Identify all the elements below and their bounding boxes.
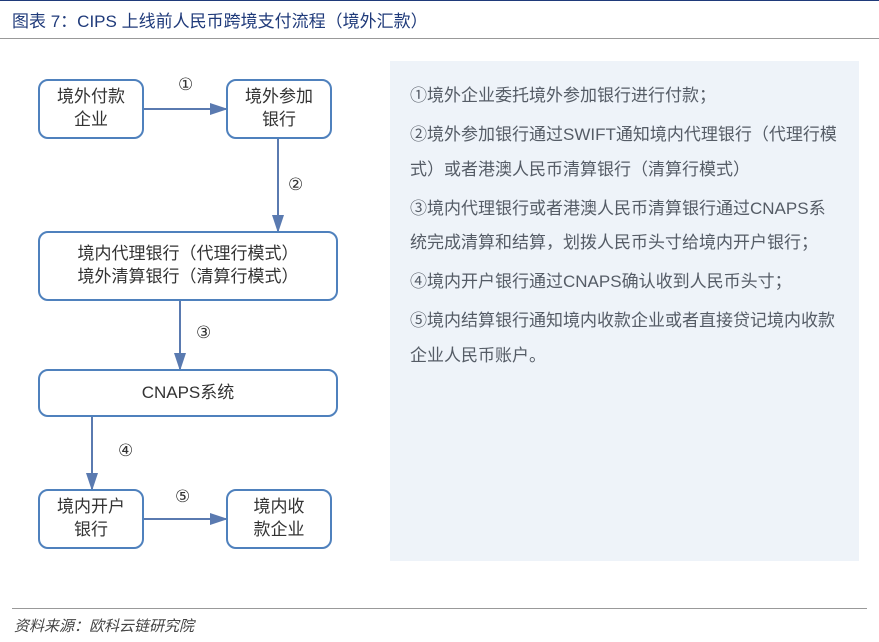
figure-body: 境外付款企业 境外参加银行境内代理银行（代理行模式）境外清算银行（清算行模式） CN… <box>0 39 879 581</box>
flow-node-n6: 境内收款企业 <box>226 489 332 549</box>
flow-node-n3: 境内代理银行（代理行模式）境外清算银行（清算行模式） <box>38 231 338 301</box>
step-description: ④境内开户银行通过CNAPS确认收到人民币头寸； <box>410 265 839 300</box>
flow-node-n1: 境外付款企业 <box>38 79 144 139</box>
figure-title: 图表 7：CIPS 上线前人民币跨境支付流程（境外汇款） <box>0 0 879 39</box>
step-description: ⑤境内结算银行通知境内收款企业或者直接贷记境内收款企业人民币账户。 <box>410 304 839 374</box>
step-label: ⑤ <box>175 487 190 507</box>
step-label: ④ <box>118 441 133 461</box>
flow-node-n5: 境内开户银行 <box>38 489 144 549</box>
flow-node-n2: 境外参加银行 <box>226 79 332 139</box>
source-text: 资料来源：欧科云链研究院 <box>0 609 879 636</box>
step-label: ③ <box>196 323 211 343</box>
flowchart: 境外付款企业 境外参加银行境内代理银行（代理行模式）境外清算银行（清算行模式） CN… <box>20 61 380 571</box>
step-description: ③境内代理银行或者港澳人民币清算银行通过CNAPS系统完成清算和结算，划拨人民币… <box>410 192 839 262</box>
step-label: ② <box>288 175 303 195</box>
step-description: ②境外参加银行通过SWIFT通知境内代理银行（代理行模式）或者港澳人民币清算银行… <box>410 118 839 188</box>
figure-source: 资料来源：欧科云链研究院 <box>0 608 879 636</box>
step-label: ① <box>178 75 193 95</box>
flow-node-n4: CNAPS系统 <box>38 369 338 417</box>
step-description: ①境外企业委托境外参加银行进行付款； <box>410 79 839 114</box>
step-descriptions: ①境外企业委托境外参加银行进行付款； ②境外参加银行通过SWIFT通知境内代理银行… <box>390 61 859 561</box>
